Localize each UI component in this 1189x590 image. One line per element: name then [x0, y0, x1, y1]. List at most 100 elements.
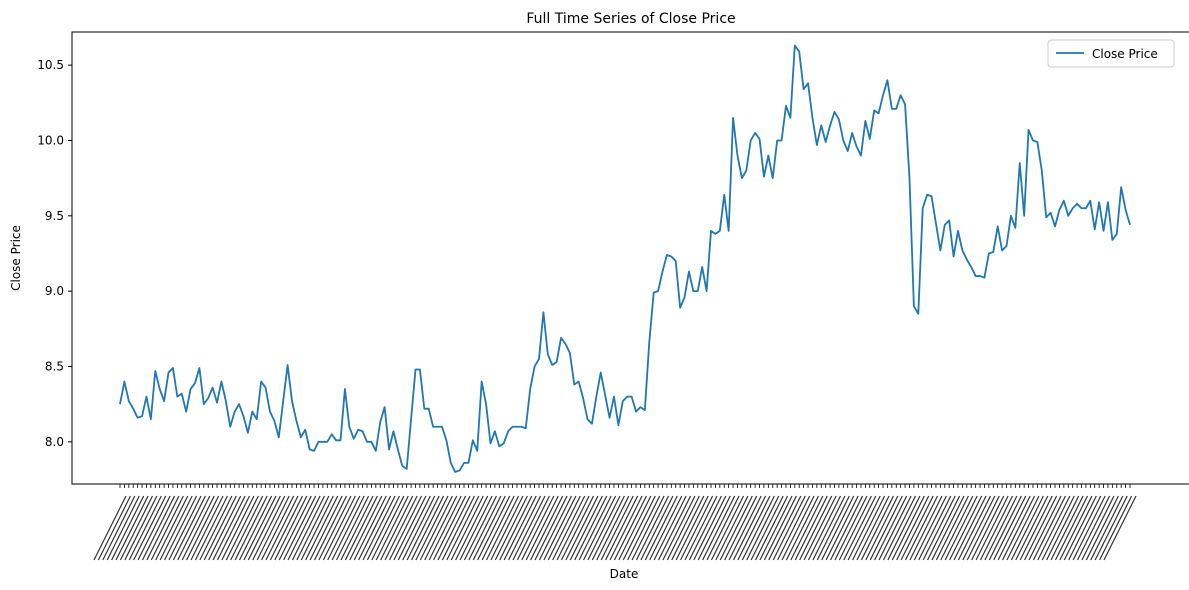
- x-tick-label: [979, 495, 1014, 561]
- x-tick-label: [578, 495, 612, 561]
- x-tick-label: [860, 495, 894, 561]
- x-tick-label: [468, 495, 502, 561]
- x-tick-label: [208, 495, 242, 561]
- x-tick-label: [388, 495, 423, 561]
- x-tick-label: [296, 495, 330, 561]
- x-tick-label: [340, 495, 374, 561]
- x-tick-label: [313, 495, 348, 561]
- x-tick-label: [256, 495, 290, 561]
- x-tick-label: [732, 495, 767, 561]
- x-tick-label: [384, 495, 418, 561]
- x-tick-label: [481, 495, 515, 561]
- x-tick-label: [825, 495, 859, 561]
- x-tick-label: [366, 495, 400, 561]
- x-tick-label: [380, 495, 414, 561]
- x-tick-label: [455, 495, 489, 561]
- x-tick-label: [119, 495, 153, 561]
- x-tick-label: [269, 495, 303, 561]
- x-tick-label: [353, 495, 387, 561]
- y-axis-label: Close Price: [9, 225, 23, 291]
- x-tick-label: [891, 495, 925, 561]
- x-tick-label: [966, 495, 1000, 561]
- x-tick-label: [111, 495, 145, 561]
- x-tick-label: [904, 495, 939, 561]
- x-tick-label: [865, 495, 899, 561]
- x-tick-label: [490, 495, 524, 561]
- x-tick-label: [1006, 495, 1040, 561]
- x-tick-label: [164, 495, 198, 561]
- x-tick-label: [927, 495, 961, 561]
- x-tick-label: [397, 495, 431, 561]
- x-tick-label: [530, 495, 564, 561]
- x-axis: [93, 484, 1137, 561]
- x-tick-label: [225, 495, 259, 561]
- x-tick-label: [675, 495, 709, 561]
- x-tick-label: [1063, 495, 1097, 561]
- x-tick-label: [406, 495, 440, 561]
- x-tick-label: [141, 495, 176, 561]
- x-tick-label: [790, 495, 824, 561]
- x-tick-label: [437, 495, 471, 561]
- x-tick-label: [666, 495, 700, 561]
- x-tick-label: [785, 495, 819, 561]
- x-tick-label: [1050, 495, 1084, 561]
- x-tick-label: [768, 495, 802, 561]
- x-tick-label: [658, 495, 692, 561]
- x-tick-label: [605, 495, 639, 561]
- x-tick-label: [534, 495, 568, 561]
- y-tick-label: 9.0: [45, 284, 64, 298]
- x-tick-label: [252, 495, 286, 561]
- y-tick-label: 10.0: [37, 133, 64, 147]
- x-tick-label: [988, 495, 1022, 561]
- x-tick-label: [719, 495, 753, 561]
- x-tick-label: [1090, 495, 1124, 561]
- x-tick-label: [843, 495, 877, 561]
- x-tick-label: [1041, 495, 1075, 561]
- x-tick-label: [133, 495, 167, 561]
- x-tick-label: [362, 495, 396, 561]
- x-tick-label: [882, 495, 917, 561]
- x-tick-label: [1015, 495, 1049, 561]
- x-tick-label: [159, 495, 193, 561]
- x-tick-label: [181, 495, 215, 561]
- x-tick-label: [622, 495, 656, 561]
- x-tick-label: [155, 495, 189, 561]
- x-tick-label: [834, 495, 868, 561]
- x-tick-label: [494, 495, 528, 561]
- x-tick-label: [807, 495, 842, 561]
- x-tick-label: [971, 495, 1005, 561]
- x-tick-label: [172, 495, 206, 561]
- x-tick-label: [596, 495, 630, 561]
- x-tick-label: [909, 495, 943, 561]
- x-tick-label: [1054, 495, 1089, 561]
- x-tick-label: [415, 495, 449, 561]
- x-tick-label: [794, 495, 828, 561]
- x-tick-label: [472, 495, 506, 561]
- x-tick-label: [485, 495, 520, 561]
- x-tick-label: [724, 495, 758, 561]
- x-tick-label: [327, 495, 361, 561]
- x-tick-label: [847, 495, 881, 561]
- x-tick-label: [613, 495, 647, 561]
- x-tick-label: [962, 495, 996, 561]
- x-tick-label: [446, 495, 480, 561]
- x-tick-label: [331, 495, 365, 561]
- legend-label: Close Price: [1092, 47, 1158, 61]
- x-tick-label: [538, 495, 572, 561]
- x-tick-label: [552, 495, 586, 561]
- x-tick-label: [463, 495, 498, 561]
- x-tick-label: [168, 495, 202, 561]
- x-tick-label: [247, 495, 281, 561]
- x-tick-label: [137, 495, 171, 561]
- x-tick-label: [1032, 495, 1066, 561]
- x-tick-label: [750, 495, 784, 561]
- x-tick-label: [574, 495, 608, 561]
- x-tick-label: [525, 495, 559, 561]
- x-tick-label: [816, 495, 850, 561]
- x-tick-label: [1077, 495, 1111, 561]
- x-tick-label: [521, 495, 555, 561]
- x-tick-label: [216, 495, 251, 561]
- x-tick-label: [1028, 495, 1062, 561]
- x-tick-label: [199, 495, 233, 561]
